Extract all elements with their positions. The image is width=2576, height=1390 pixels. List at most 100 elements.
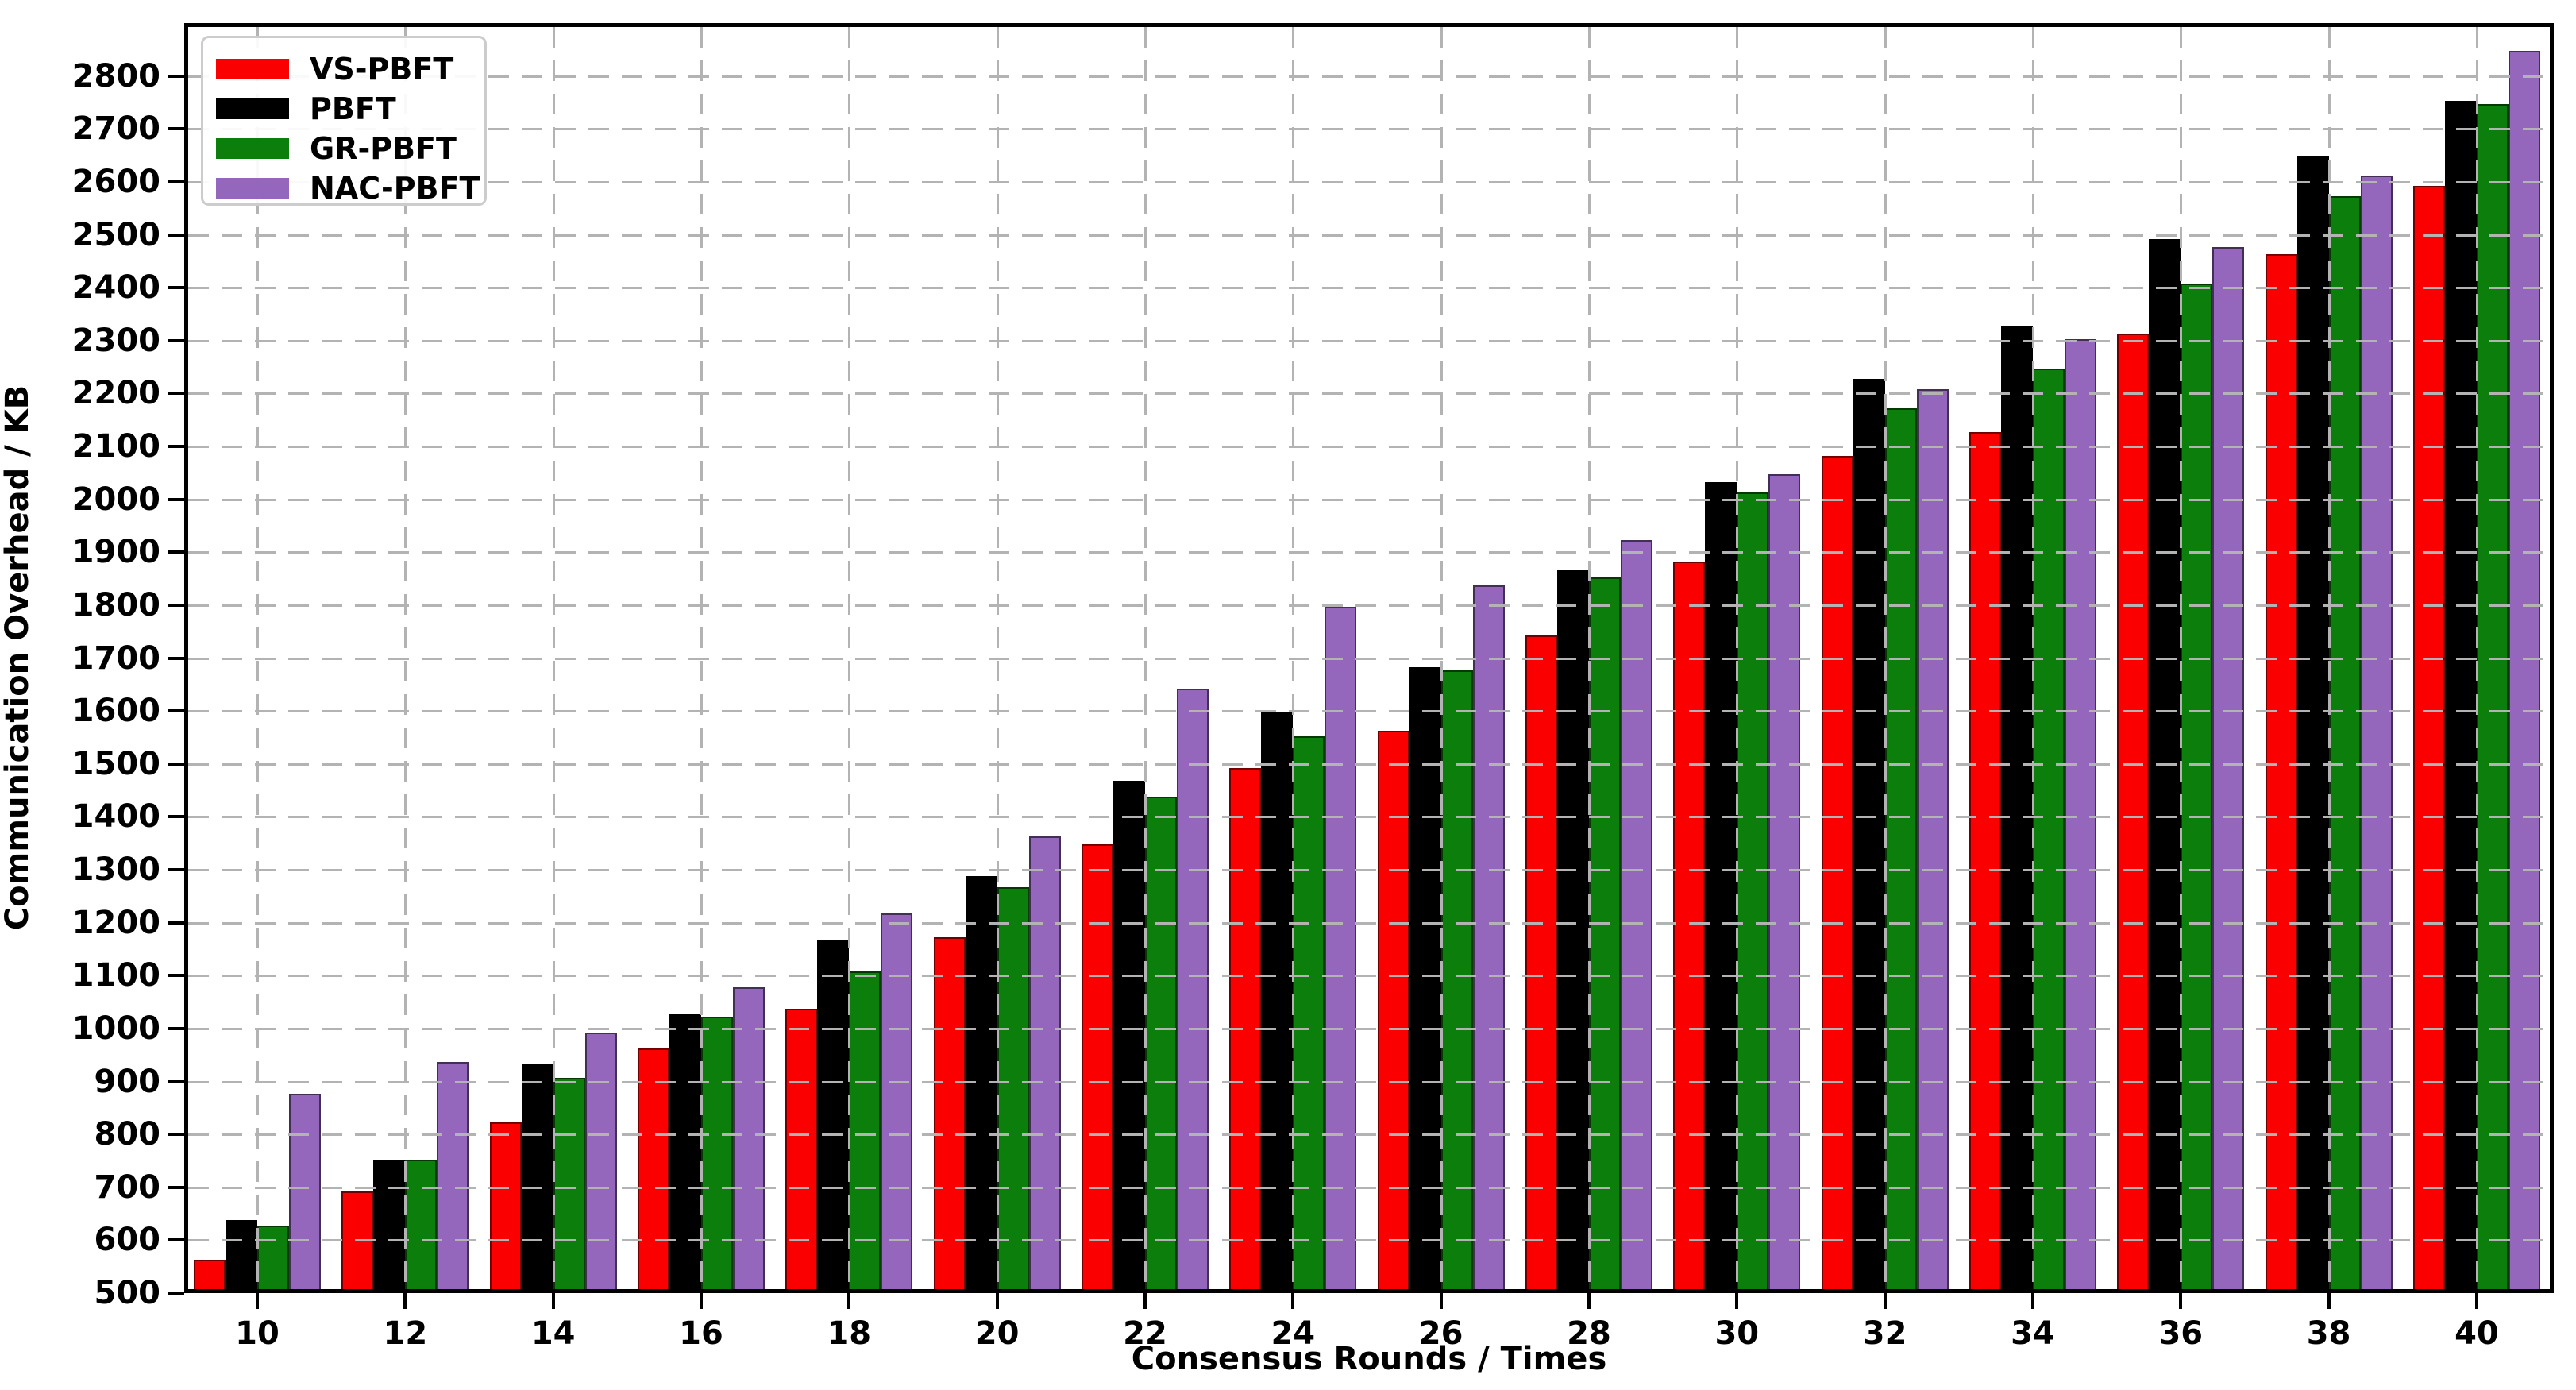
y-tick-1900 — [168, 550, 184, 554]
bar-nac-pbft-round-30 — [1768, 473, 1801, 1289]
x-tick-label-26: 26 — [1418, 1315, 1463, 1352]
v-gridline-14 — [552, 27, 555, 1289]
h-gridline-1200 — [188, 921, 2550, 925]
y-tick-label-1500: 1500 — [71, 745, 160, 782]
y-tick-1600 — [168, 709, 184, 713]
bar-nac-pbft-round-36 — [2212, 246, 2245, 1289]
bar-vs-pbft-round-26 — [1377, 731, 1409, 1289]
y-tick-1400 — [168, 815, 184, 819]
v-gridline-22 — [1143, 27, 1147, 1289]
h-gridline-2000 — [188, 498, 2550, 501]
h-gridline-1800 — [188, 604, 2550, 607]
bar-nac-pbft-round-12 — [437, 1061, 469, 1289]
h-gridline-2800 — [188, 75, 2550, 78]
bar-nac-pbft-round-22 — [1176, 688, 1209, 1289]
legend-swatch-pbft — [216, 98, 289, 119]
y-tick-label-2400: 2400 — [71, 269, 160, 307]
bar-gr-pbft-round-12 — [405, 1159, 438, 1289]
x-tick-label-18: 18 — [827, 1315, 872, 1352]
x-tick-24 — [1291, 1293, 1295, 1309]
v-gridline-20 — [996, 27, 999, 1289]
v-gridline-24 — [1292, 27, 1295, 1289]
legend-label-pbft: PBFT — [310, 91, 396, 126]
bar-vs-pbft-round-16 — [637, 1048, 669, 1289]
x-tick-label-40: 40 — [2455, 1315, 2499, 1352]
y-tick-600 — [168, 1238, 184, 1242]
v-gridline-38 — [2327, 27, 2331, 1289]
h-gridline-1900 — [188, 551, 2550, 554]
x-tick-10 — [256, 1293, 259, 1309]
x-tick-20 — [995, 1293, 999, 1309]
y-tick-label-2100: 2100 — [71, 428, 160, 465]
x-tick-34 — [2030, 1293, 2034, 1309]
x-tick-30 — [1735, 1293, 1739, 1309]
y-tick-label-1300: 1300 — [71, 851, 160, 888]
bar-vs-pbft-round-36 — [2117, 334, 2150, 1289]
legend-label-vs-pbft: VS-PBFT — [310, 52, 454, 87]
bar-vs-pbft-round-20 — [933, 936, 966, 1289]
v-gridline-28 — [1587, 27, 1591, 1289]
x-tick-32 — [1883, 1293, 1887, 1309]
legend-swatch-vs-pbft — [216, 59, 289, 79]
y-tick-2600 — [168, 180, 184, 183]
y-tick-label-700: 700 — [94, 1168, 161, 1206]
bar-nac-pbft-round-14 — [584, 1032, 617, 1289]
bar-pbft-round-18 — [817, 940, 850, 1289]
x-tick-label-38: 38 — [2306, 1315, 2351, 1352]
y-tick-2400 — [168, 286, 184, 290]
v-gridline-40 — [2475, 27, 2478, 1289]
x-tick-label-12: 12 — [383, 1315, 428, 1352]
bar-gr-pbft-round-36 — [2181, 284, 2213, 1289]
bar-gr-pbft-round-22 — [1144, 797, 1177, 1289]
bar-vs-pbft-round-14 — [489, 1122, 522, 1289]
h-gridline-900 — [188, 1080, 2550, 1083]
x-tick-28 — [1587, 1293, 1591, 1309]
legend-row-pbft: PBFT — [216, 89, 484, 129]
x-tick-label-14: 14 — [530, 1315, 576, 1352]
v-gridline-16 — [700, 27, 703, 1289]
h-gridline-1000 — [188, 1027, 2550, 1030]
y-tick-2000 — [168, 497, 184, 501]
x-tick-label-16: 16 — [679, 1315, 723, 1352]
y-tick-label-1400: 1400 — [71, 798, 160, 836]
v-gridline-36 — [2180, 27, 2183, 1289]
y-tick-2800 — [168, 74, 184, 78]
h-gridline-1400 — [188, 816, 2550, 819]
h-gridline-600 — [188, 1239, 2550, 1242]
bar-nac-pbft-round-26 — [1472, 585, 1505, 1289]
bar-nac-pbft-round-38 — [2360, 175, 2393, 1289]
v-gridline-30 — [1736, 27, 1739, 1289]
bar-vs-pbft-round-32 — [1821, 455, 1853, 1289]
legend: VS-PBFT PBFT GR-PBFT NAC-PBFT — [201, 36, 487, 206]
y-axis-title: Communication Overhead / KB — [0, 384, 36, 931]
legend-row-vs-pbft: VS-PBFT — [216, 49, 484, 89]
h-gridline-1700 — [188, 657, 2550, 660]
h-gridline-1600 — [188, 710, 2550, 713]
bar-pbft-round-34 — [2000, 326, 2033, 1289]
y-tick-label-2700: 2700 — [71, 110, 160, 148]
bar-gr-pbft-round-28 — [1588, 577, 1621, 1289]
y-tick-1300 — [168, 868, 184, 871]
x-tick-label-24: 24 — [1271, 1315, 1316, 1352]
bar-pbft-round-24 — [1261, 712, 1294, 1289]
bar-pbft-round-16 — [669, 1014, 701, 1289]
y-tick-2300 — [168, 338, 184, 342]
bar-gr-pbft-round-26 — [1440, 670, 1473, 1289]
x-tick-38 — [2327, 1293, 2331, 1309]
y-tick-label-2800: 2800 — [71, 57, 160, 95]
bar-gr-pbft-round-34 — [2032, 368, 2065, 1289]
plot-area — [184, 23, 2554, 1293]
x-tick-12 — [403, 1293, 407, 1309]
h-gridline-800 — [188, 1133, 2550, 1137]
x-tick-label-22: 22 — [1123, 1315, 1167, 1352]
bar-gr-pbft-round-16 — [700, 1016, 733, 1289]
h-gridline-2500 — [188, 234, 2550, 237]
x-tick-14 — [551, 1293, 555, 1309]
legend-label-nac-pbft: NAC-PBFT — [310, 171, 480, 206]
y-tick-label-1200: 1200 — [71, 904, 160, 941]
y-tick-2200 — [168, 392, 184, 396]
bar-gr-pbft-round-18 — [849, 971, 881, 1289]
bar-vs-pbft-round-28 — [1525, 635, 1557, 1289]
y-tick-label-1800: 1800 — [71, 586, 160, 624]
bar-gr-pbft-round-32 — [1884, 407, 1917, 1289]
